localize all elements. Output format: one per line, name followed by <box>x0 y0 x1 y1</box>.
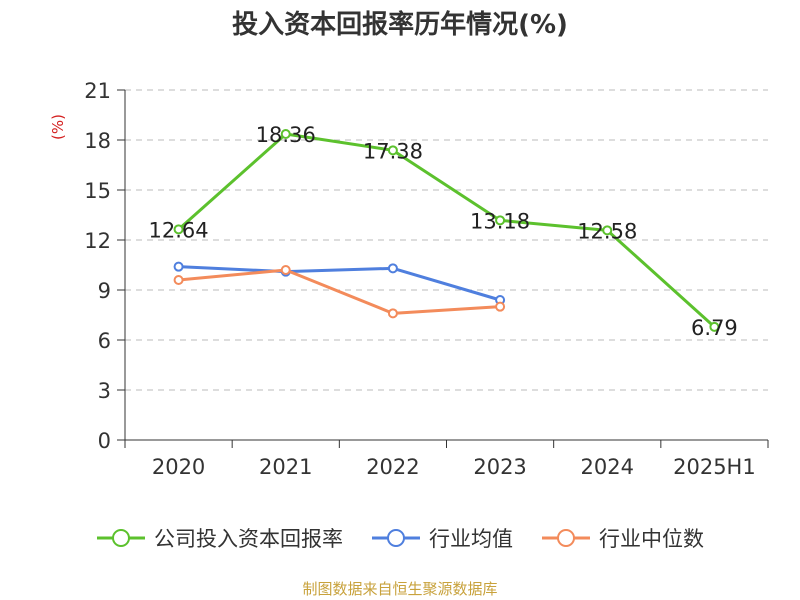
chart-title: 投入资本回报率历年情况(%) <box>232 10 568 40</box>
series-line-2 <box>178 268 501 315</box>
legend-swatch <box>372 529 420 547</box>
data-label: 18.36 <box>256 123 316 147</box>
y-tick-label: 0 <box>98 429 111 453</box>
data-label: 12.58 <box>577 219 637 243</box>
data-point[interactable] <box>280 265 291 275</box>
data-labels: 12.64 18.36 17.38 13.18 12.58 6.79 <box>149 123 738 340</box>
data-point[interactable] <box>495 301 506 312</box>
legend-item[interactable]: 行业中位数 <box>541 523 704 553</box>
y-tick-label: 18 <box>84 129 111 153</box>
legend-label: 行业均值 <box>429 527 513 551</box>
source-note: 制图数据来自恒生聚源数据库 <box>302 580 498 598</box>
legend-swatch <box>542 529 590 547</box>
series-line-0 <box>177 132 716 328</box>
data-point[interactable] <box>173 261 184 272</box>
x-tick-label: 2023 <box>473 455 526 479</box>
legend-marker <box>557 529 575 547</box>
chart-legend: 公司投入资本回报率 行业均值 行业中位数 <box>0 520 800 556</box>
data-point[interactable] <box>602 225 613 236</box>
x-tick-label: 2022 <box>366 455 419 479</box>
axes: 0 3 6 9 12 15 18 21 2020 2021 2022 2023 2024 2025H1 <box>84 79 769 479</box>
data-point[interactable] <box>173 275 184 285</box>
y-tick-label: 6 <box>98 329 111 353</box>
y-tick-label: 12 <box>84 229 111 253</box>
data-point[interactable] <box>495 215 506 226</box>
data-label: 12.64 <box>149 218 209 242</box>
legend-swatch <box>97 529 145 547</box>
grid-lines <box>125 89 768 391</box>
legend-label: 行业中位数 <box>599 527 704 551</box>
data-label: 13.18 <box>470 209 530 233</box>
data-point[interactable] <box>709 321 720 332</box>
legend-label: 公司投入资本回报率 <box>154 527 343 551</box>
line-chart: 0 3 6 9 12 15 18 21 2020 2021 2022 2023 2024 2025H1 1… <box>49 79 769 479</box>
y-tick-label: 21 <box>84 79 111 103</box>
x-tick-label: 2024 <box>581 455 634 479</box>
data-label: 17.38 <box>363 139 423 163</box>
legend-marker <box>112 529 130 547</box>
series-lines <box>173 129 720 332</box>
y-axis-label: (%) <box>49 114 67 140</box>
x-tick-label: 2020 <box>152 455 205 479</box>
y-tick-label: 3 <box>98 379 111 403</box>
data-point[interactable] <box>280 129 291 139</box>
data-label: 6.79 <box>691 316 738 340</box>
legend-item[interactable]: 公司投入资本回报率 <box>96 523 343 553</box>
x-tick-label: 2025H1 <box>673 455 756 479</box>
x-tick-label: 2021 <box>259 455 312 479</box>
data-point[interactable] <box>387 263 398 274</box>
series-line-1 <box>178 265 501 302</box>
y-tick-label: 15 <box>84 179 111 203</box>
legend-item[interactable]: 行业均值 <box>371 523 513 553</box>
y-tick-label: 9 <box>98 279 111 303</box>
data-point[interactable] <box>173 224 184 235</box>
data-point[interactable] <box>387 308 398 319</box>
legend-marker <box>387 529 405 547</box>
data-point[interactable] <box>387 145 398 156</box>
